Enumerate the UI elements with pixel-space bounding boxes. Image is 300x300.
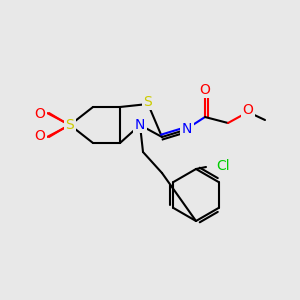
Text: O: O [243,103,254,117]
Text: S: S [144,95,152,109]
Text: N: N [182,122,192,136]
Text: O: O [34,129,45,143]
Text: N: N [135,118,145,132]
Text: S: S [66,118,74,132]
Text: O: O [34,107,45,121]
Text: Cl: Cl [216,159,230,173]
Text: O: O [200,83,210,97]
